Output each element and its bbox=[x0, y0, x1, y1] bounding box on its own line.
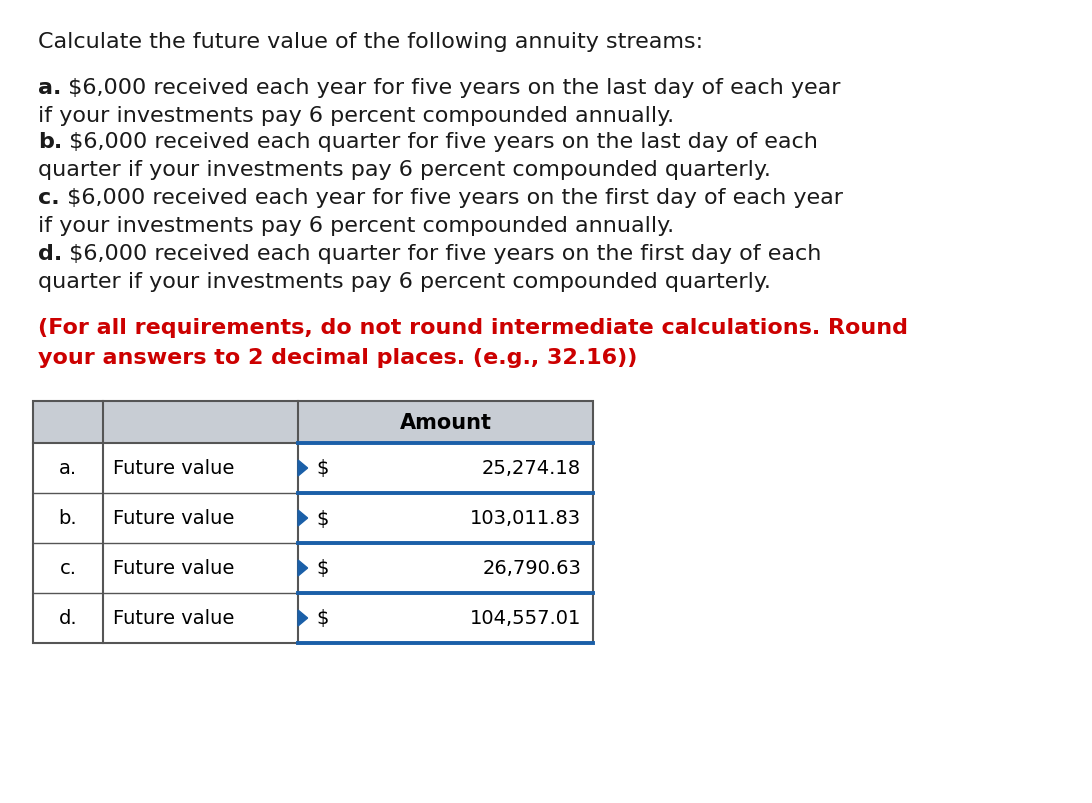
Text: $6,000 received each year for five years on the last day of each year: $6,000 received each year for five years… bbox=[61, 78, 841, 98]
Text: 103,011.83: 103,011.83 bbox=[470, 509, 581, 528]
Text: b.: b. bbox=[38, 132, 62, 152]
Bar bbox=[33, 402, 593, 443]
Text: $: $ bbox=[316, 459, 329, 478]
Bar bbox=[33, 402, 593, 643]
Text: $: $ bbox=[316, 509, 329, 528]
Polygon shape bbox=[298, 560, 308, 577]
Text: quarter if your investments pay 6 percent compounded quarterly.: quarter if your investments pay 6 percen… bbox=[38, 271, 771, 291]
Text: Future value: Future value bbox=[112, 609, 235, 628]
Bar bbox=[33, 593, 593, 643]
Text: Future value: Future value bbox=[112, 509, 235, 528]
Text: 26,790.63: 26,790.63 bbox=[483, 559, 581, 578]
Text: a.: a. bbox=[38, 78, 61, 98]
Text: 25,274.18: 25,274.18 bbox=[482, 459, 581, 478]
Text: $6,000 received each year for five years on the first day of each year: $6,000 received each year for five years… bbox=[60, 188, 843, 208]
Text: quarter if your investments pay 6 percent compounded quarterly.: quarter if your investments pay 6 percen… bbox=[38, 160, 771, 180]
Text: a.: a. bbox=[59, 459, 78, 478]
Text: Future value: Future value bbox=[112, 559, 235, 578]
Polygon shape bbox=[298, 460, 308, 476]
Text: c.: c. bbox=[38, 188, 60, 208]
Text: Calculate the future value of the following annuity streams:: Calculate the future value of the follow… bbox=[38, 32, 703, 52]
Text: $: $ bbox=[316, 609, 329, 628]
Text: if your investments pay 6 percent compounded annually.: if your investments pay 6 percent compou… bbox=[38, 106, 674, 126]
Text: d.: d. bbox=[59, 609, 78, 628]
Text: (For all requirements, do not round intermediate calculations. Round: (For all requirements, do not round inte… bbox=[38, 318, 909, 337]
Text: if your investments pay 6 percent compounded annually.: if your investments pay 6 percent compou… bbox=[38, 216, 674, 236]
Text: d.: d. bbox=[38, 243, 62, 263]
Bar bbox=[33, 443, 593, 493]
Polygon shape bbox=[298, 511, 308, 526]
Text: $6,000 received each quarter for five years on the first day of each: $6,000 received each quarter for five ye… bbox=[62, 243, 821, 263]
Polygon shape bbox=[298, 610, 308, 626]
Bar bbox=[33, 493, 593, 544]
Text: b.: b. bbox=[59, 509, 78, 528]
Text: Future value: Future value bbox=[112, 459, 235, 478]
Text: Amount: Amount bbox=[400, 413, 491, 433]
Text: 104,557.01: 104,557.01 bbox=[470, 609, 581, 628]
Bar bbox=[33, 544, 593, 593]
Text: c.: c. bbox=[59, 559, 76, 578]
Text: $6,000 received each quarter for five years on the last day of each: $6,000 received each quarter for five ye… bbox=[62, 132, 818, 152]
Text: your answers to 2 decimal places. (e.g., 32.16)): your answers to 2 decimal places. (e.g.,… bbox=[38, 348, 638, 368]
Text: $: $ bbox=[316, 559, 329, 578]
